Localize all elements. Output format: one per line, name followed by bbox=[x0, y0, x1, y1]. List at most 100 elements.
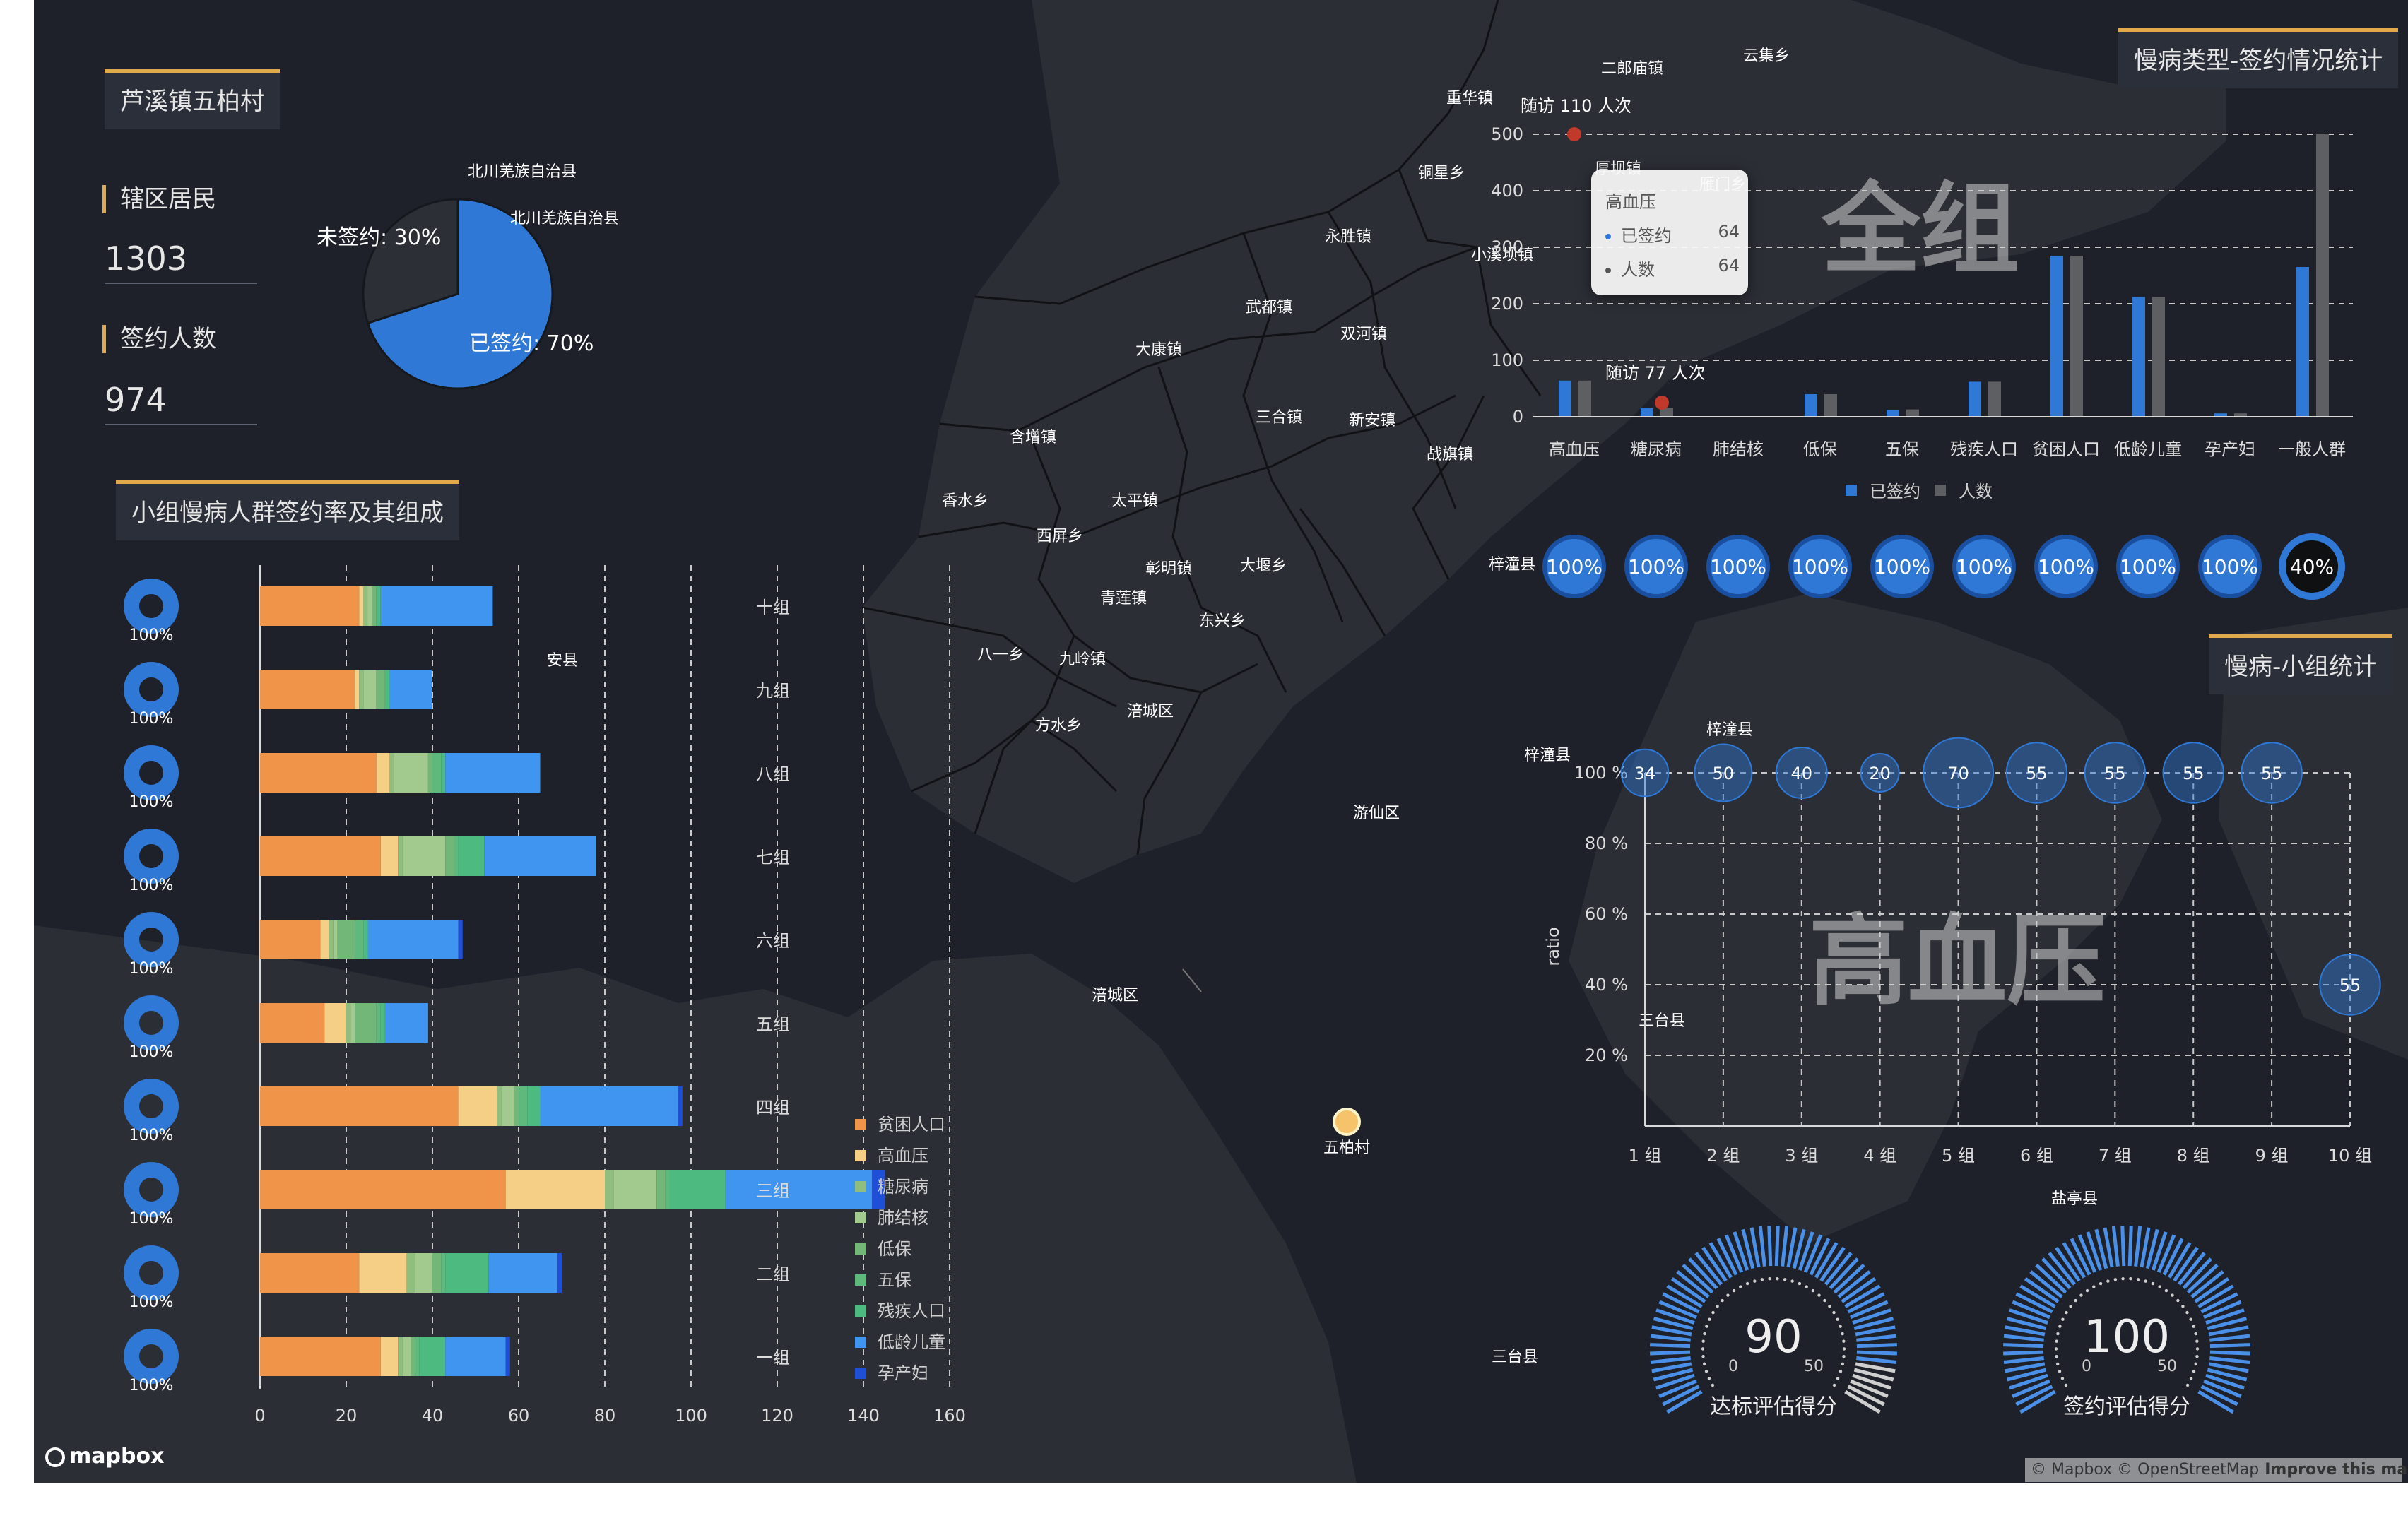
improve-map-link[interactable]: Improve this map bbox=[2265, 1461, 2408, 1478]
donut-label: 100% bbox=[129, 627, 174, 644]
bar-segment bbox=[445, 1253, 489, 1293]
bubble bbox=[2241, 742, 2303, 804]
category-label: 低龄儿童 bbox=[2114, 439, 2182, 459]
bubble-label: 55 bbox=[2026, 764, 2048, 783]
bar-segment bbox=[372, 586, 377, 626]
gauge-tick-mark bbox=[2178, 1252, 2206, 1286]
bar-segment bbox=[394, 753, 428, 793]
tooltip-title: 高血压 bbox=[1605, 192, 1656, 212]
bar-segment bbox=[367, 586, 372, 626]
group-panel-title: 小组慢病人群签约率及其组成 bbox=[116, 480, 459, 540]
category-label: 残疾人口 bbox=[1950, 439, 2018, 459]
bar-segment bbox=[337, 920, 355, 959]
category-label: 孕产妇 bbox=[2205, 439, 2255, 459]
rate-circle-icon bbox=[1952, 535, 2016, 598]
gauge-tick-mark bbox=[1662, 1385, 1700, 1406]
x-tick-label: 2 组 bbox=[1706, 1146, 1740, 1166]
gauge-inner-dot bbox=[2069, 1305, 2072, 1308]
bar-segment bbox=[363, 670, 377, 709]
x-tick-label: 20 bbox=[336, 1406, 358, 1426]
bar-segment bbox=[389, 753, 394, 793]
bar-segment bbox=[411, 1337, 415, 1376]
x-tick-label: 60 bbox=[508, 1406, 530, 1426]
bar-已签约 bbox=[1887, 410, 1899, 417]
gauge-tick-mark bbox=[2209, 1334, 2250, 1342]
donut-ring-icon bbox=[124, 1079, 179, 1134]
attribution-text[interactable]: © Mapbox © OpenStreetMap bbox=[2031, 1461, 2260, 1478]
category-label: 九组 bbox=[756, 681, 790, 701]
map-label: 战旗镇 bbox=[1427, 446, 1473, 463]
gauge-tick-mark bbox=[2209, 1350, 2250, 1356]
gauge-tick-mark bbox=[2006, 1317, 2047, 1331]
gauge-tick-mark bbox=[2015, 1385, 2053, 1406]
y-axis-label: ratio bbox=[1543, 927, 1563, 966]
bubble-label: 34 bbox=[1634, 764, 1656, 783]
map-border-2 bbox=[918, 394, 1456, 538]
rate-circle-icon bbox=[1542, 535, 1606, 598]
gauge-tick-mark bbox=[2103, 1227, 2114, 1268]
map-label: 梓潼县 bbox=[1524, 747, 1571, 764]
bar-segment bbox=[367, 920, 459, 959]
bar-segment bbox=[501, 1086, 514, 1126]
x-tick-label: 80 bbox=[594, 1406, 616, 1426]
gauge-tick-mark bbox=[2194, 1277, 2230, 1303]
map-border-12 bbox=[1299, 508, 1386, 636]
donut-label: 100% bbox=[129, 1127, 174, 1144]
bar-segment bbox=[415, 1337, 420, 1376]
gauge-inner-dot bbox=[1790, 1279, 1794, 1283]
gauge-tick-mark bbox=[2134, 1226, 2142, 1267]
gauge-inner-dot bbox=[1836, 1317, 1839, 1321]
rate-label: 100% bbox=[1956, 555, 2012, 579]
bar-segment bbox=[458, 920, 463, 959]
gauge-tick-mark bbox=[2005, 1362, 2046, 1373]
gauge-inner-dot bbox=[2054, 1347, 2058, 1351]
gauge-tick-mark bbox=[2048, 1252, 2076, 1286]
gauge-tick-mark bbox=[1662, 1292, 1700, 1314]
gauge-tick-mark bbox=[1856, 1343, 1897, 1349]
x-tick-label: 40 bbox=[422, 1406, 444, 1426]
y-tick-label: 20 % bbox=[1585, 1045, 1628, 1065]
map-border-8 bbox=[861, 606, 1117, 708]
bar-人数 bbox=[2070, 256, 2083, 417]
bar-人数 bbox=[1660, 408, 1673, 417]
gauge-tick-mark bbox=[1650, 1350, 1691, 1356]
bar-segment bbox=[363, 920, 368, 959]
gauge-tick-mark bbox=[1666, 1389, 1703, 1414]
donut-ring-icon bbox=[124, 912, 179, 967]
bubble bbox=[1860, 753, 1900, 793]
gauge-tick-mark bbox=[1855, 1325, 1896, 1337]
tooltip-row-value: 64 bbox=[1718, 222, 1740, 242]
gauge-tick-mark bbox=[1852, 1308, 1891, 1325]
gauge-tick-mark bbox=[2120, 1226, 2126, 1267]
bar-已签约 bbox=[1559, 380, 1571, 417]
gauge-tick-mark bbox=[2182, 1257, 2213, 1290]
legend-label: 孕产妇 bbox=[878, 1363, 928, 1383]
gauge-min-standard: 0 bbox=[1728, 1358, 1738, 1375]
pie-outer-label: 北川羌族自治县 bbox=[468, 163, 577, 181]
gauge-inner-dot bbox=[1842, 1347, 1846, 1351]
mapbox-logo[interactable]: mapbox bbox=[45, 1444, 164, 1469]
gauge-tick-mark bbox=[2200, 1292, 2238, 1314]
gauge-tick-mark bbox=[1847, 1385, 1885, 1406]
gauge-label-sign: 签约评估得分 bbox=[2063, 1394, 2190, 1419]
gauge-tick-mark bbox=[1844, 1284, 1881, 1308]
gauge-tick-mark bbox=[1855, 1362, 1896, 1373]
bar-segment bbox=[540, 1086, 678, 1126]
gray-dot-icon bbox=[1605, 268, 1611, 273]
gauge-tick-mark bbox=[1653, 1368, 1694, 1382]
gauge-tick-mark bbox=[2041, 1257, 2072, 1290]
y-tick-label: 200 bbox=[1491, 294, 1523, 314]
bar-segment bbox=[458, 836, 485, 876]
bar-segment bbox=[260, 586, 360, 626]
gauge-inner-dot bbox=[2144, 1279, 2147, 1283]
gauge-tick-mark bbox=[1856, 1356, 1897, 1364]
bar-segment bbox=[376, 753, 389, 793]
gauge-inner-dot bbox=[2106, 1279, 2110, 1283]
residents-label: 辖区居民 bbox=[102, 185, 216, 213]
gauge-inner-dot bbox=[1701, 1339, 1705, 1343]
gauge-inner-dot bbox=[1732, 1288, 1736, 1293]
bar-segment bbox=[557, 1253, 562, 1293]
gauge-tick-mark bbox=[2208, 1362, 2249, 1373]
bar-segment bbox=[613, 1170, 657, 1209]
